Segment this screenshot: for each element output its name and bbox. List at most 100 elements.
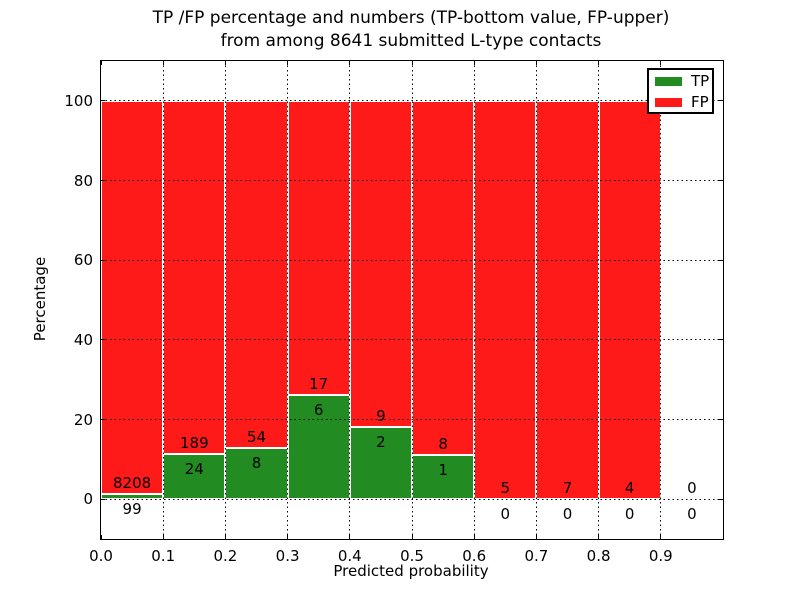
gridline-vertical — [473, 61, 475, 539]
x-tick-mark-top — [100, 61, 102, 65]
gridline-horizontal — [101, 498, 723, 500]
tp-count-label: 99 — [122, 500, 142, 519]
x-tick-label: 0.6 — [462, 547, 487, 565]
tp-bar-segment — [287, 395, 350, 500]
fp-count-label: 5 — [500, 479, 511, 498]
y-tick-mark-right — [719, 180, 723, 181]
tp-count-label: 2 — [376, 432, 386, 451]
tp-count-label: 1 — [438, 460, 448, 479]
fp-bar-segment — [349, 100, 412, 427]
fp-count-label: 17 — [309, 375, 329, 394]
tp-count-label: 0 — [624, 505, 635, 524]
tp-bar-segment — [225, 447, 288, 500]
y-tick-mark-right — [719, 259, 723, 261]
gridline-vertical — [162, 61, 164, 539]
y-tick-mark-right — [719, 498, 723, 500]
x-tick-mark — [660, 535, 662, 539]
x-tick-mark-top — [660, 61, 662, 65]
fp-count-label: 8 — [438, 434, 448, 453]
x-tick-label: 0.7 — [524, 547, 549, 565]
y-tick-label: 100 — [64, 91, 93, 110]
chart-title-line-2: from among 8641 submitted L-type contact… — [220, 31, 602, 51]
y-tick-mark — [101, 498, 105, 500]
y-tick-label: 60 — [73, 251, 93, 270]
fp-count-label: 189 — [179, 434, 209, 453]
x-tick-label: 0.8 — [586, 547, 611, 565]
fp-legend-swatch — [655, 97, 682, 107]
fp-count-label: 7 — [562, 479, 573, 498]
gridline-vertical — [411, 61, 413, 539]
x-tick-mark-top — [349, 61, 351, 65]
x-tick-label: 0.1 — [151, 547, 176, 565]
x-tick-mark-top — [535, 61, 537, 65]
fp-legend-label: FP — [691, 93, 709, 111]
tp-bar-segment — [349, 426, 412, 500]
x-tick-label: 0.0 — [89, 547, 113, 565]
fp-bar-segment — [598, 100, 661, 500]
y-tick-mark — [101, 339, 105, 341]
fp-bar-segment — [412, 100, 475, 455]
y-tick-mark-right — [719, 419, 723, 420]
gridline-horizontal — [101, 100, 723, 102]
fp-count-label: 0 — [687, 479, 697, 498]
gridline-vertical — [349, 61, 351, 539]
tp-count-label: 24 — [184, 460, 204, 479]
fp-bar-segment — [225, 100, 288, 448]
fp-count-label: 4 — [624, 479, 635, 498]
x-tick-mark — [162, 535, 164, 539]
gridline-horizontal — [101, 419, 723, 420]
y-tick-label: 80 — [73, 171, 93, 190]
x-tick-mark-top — [473, 61, 475, 65]
x-tick-mark — [411, 535, 413, 539]
gridline-horizontal — [101, 339, 723, 341]
x-tick-mark-top — [224, 61, 226, 65]
fp-count-label: 9 — [376, 406, 386, 425]
y-tick-label: 40 — [73, 330, 93, 349]
x-tick-mark — [535, 535, 537, 539]
gridline-vertical — [287, 61, 289, 539]
legend: TP FP — [647, 68, 714, 114]
x-tick-mark — [100, 535, 102, 539]
y-tick-mark-right — [719, 339, 723, 341]
tp-count-label: 8 — [251, 453, 262, 472]
fp-count-label: 54 — [246, 427, 267, 446]
gridline-horizontal — [101, 259, 723, 261]
x-tick-mark — [224, 535, 226, 539]
x-axis-label: Predicted probability — [333, 562, 489, 580]
y-tick-label: 0 — [83, 490, 93, 509]
x-tick-label: 0.9 — [648, 547, 673, 565]
tp-count-label: 6 — [313, 401, 324, 420]
x-tick-mark — [287, 535, 289, 539]
gridline-vertical — [598, 61, 600, 539]
x-tick-mark-top — [162, 61, 164, 65]
plot-area: TP FP 8208 99 189 24 54 8 17 6 9 2 8 1 5 0 7 0 4 0 0 0 0.0 0.… — [64, 60, 724, 565]
y-tick-mark-right — [719, 100, 723, 102]
y-tick-mark — [101, 419, 105, 420]
fp-bar-segment — [536, 100, 599, 500]
tp-count-label: 0 — [687, 505, 697, 524]
y-tick-mark — [101, 259, 105, 261]
x-tick-label: 0.4 — [337, 547, 362, 565]
y-tick-mark — [101, 100, 105, 102]
x-tick-mark-top — [598, 61, 600, 65]
x-tick-mark — [598, 535, 600, 539]
tp-count-label: 0 — [500, 505, 511, 524]
tp-bar-segment — [412, 454, 475, 500]
x-tick-mark — [473, 535, 475, 539]
legend-item-fp: FP — [649, 92, 712, 112]
gridline-vertical — [224, 61, 226, 539]
x-tick-mark-top — [287, 61, 289, 65]
x-tick-mark — [349, 535, 351, 539]
tp-count-label: 0 — [562, 505, 573, 524]
fp-bar-segment — [287, 100, 350, 396]
gridline-horizontal — [101, 180, 723, 181]
gridline-vertical — [535, 61, 537, 539]
legend-item-tp: TP — [649, 71, 712, 91]
y-tick-mark — [101, 180, 105, 181]
fp-bar-segment — [101, 100, 164, 495]
fp-bar-segment — [474, 100, 537, 500]
y-tick-label: 20 — [73, 410, 93, 429]
tp-legend-label: TP — [691, 72, 710, 90]
x-tick-label: 0.2 — [213, 547, 238, 565]
gridline-vertical — [660, 61, 662, 539]
